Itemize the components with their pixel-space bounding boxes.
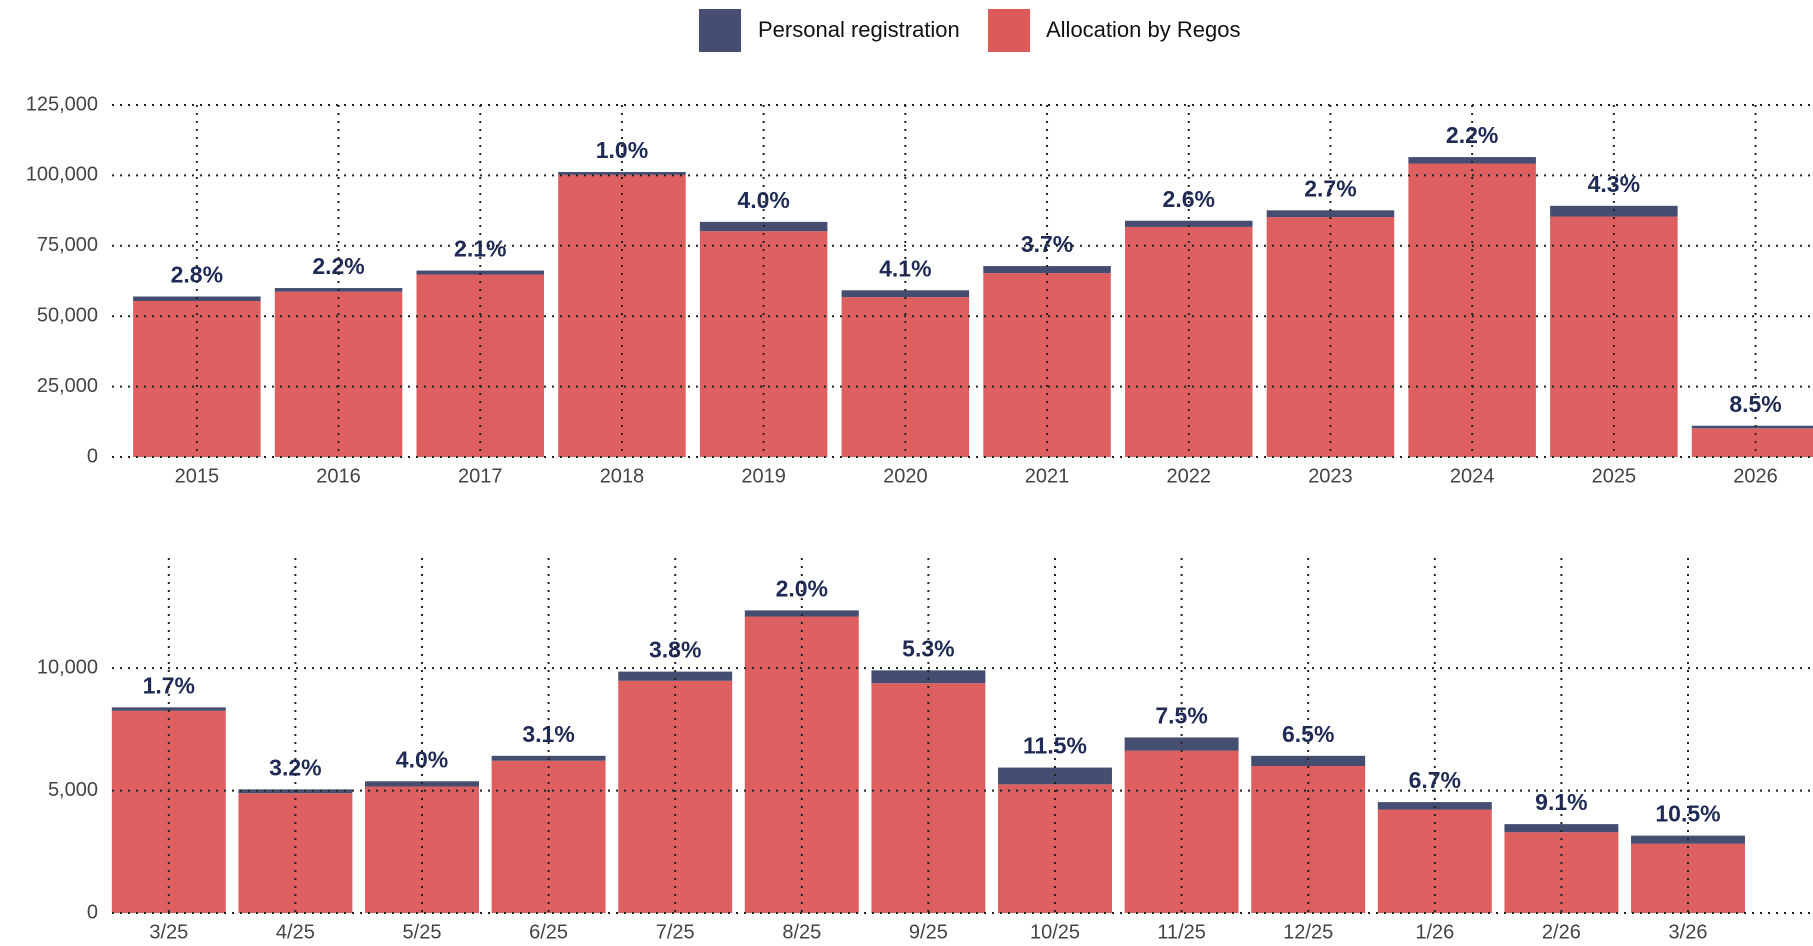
bar-segment bbox=[1408, 163, 1536, 457]
x-tick-label: 5/25 bbox=[403, 921, 442, 943]
bar-annotation: 4.1% bbox=[879, 255, 931, 281]
bar-annotation: 1.0% bbox=[596, 137, 648, 163]
bar-segment bbox=[1266, 210, 1395, 218]
x-tick-label: 2025 bbox=[1592, 465, 1637, 487]
y-tick-label: 0 bbox=[87, 445, 98, 467]
x-tick-label: 2023 bbox=[1308, 465, 1353, 487]
bar-annotation: 2.6% bbox=[1163, 186, 1215, 212]
x-tick-label: 6/25 bbox=[529, 921, 568, 943]
x-tick-label: 12/25 bbox=[1283, 921, 1333, 943]
x-tick-label: 8/25 bbox=[782, 921, 821, 943]
bar-segment bbox=[744, 610, 859, 617]
y-tick-label: 5,000 bbox=[48, 779, 98, 801]
bar-segment bbox=[1251, 755, 1366, 766]
bar-segment bbox=[1124, 226, 1253, 457]
bar-annotation: 6.7% bbox=[1409, 767, 1461, 793]
bar-segment bbox=[1408, 157, 1536, 164]
bar-segment bbox=[1124, 737, 1239, 751]
bar-segment bbox=[238, 793, 353, 913]
y-tick-label: 100,000 bbox=[26, 164, 98, 186]
bar-segment bbox=[1691, 428, 1813, 457]
y-tick-label: 125,000 bbox=[26, 93, 98, 115]
legend-label: Allocation by Regos bbox=[1046, 17, 1240, 42]
bar-segment bbox=[871, 670, 986, 684]
bar-annotation: 3.7% bbox=[1021, 231, 1073, 257]
bar-segment bbox=[1504, 824, 1619, 833]
bar-segment bbox=[111, 707, 226, 711]
x-tick-label: 2020 bbox=[883, 465, 928, 487]
bar-segment bbox=[1377, 802, 1492, 810]
x-tick-label: 2018 bbox=[600, 465, 645, 487]
bar-segment bbox=[416, 274, 545, 457]
bar-segment bbox=[1550, 216, 1678, 457]
bar-annotation: 9.1% bbox=[1535, 789, 1587, 815]
x-tick-label: 3/26 bbox=[1669, 921, 1708, 943]
y-tick-label: 0 bbox=[87, 901, 98, 923]
y-tick-label: 25,000 bbox=[37, 375, 98, 397]
x-tick-label: 4/25 bbox=[276, 921, 315, 943]
legend-label: Personal registration bbox=[758, 17, 960, 42]
x-tick-label: 2022 bbox=[1167, 465, 1212, 487]
x-tick-label: 2/26 bbox=[1542, 921, 1581, 943]
bar-segment bbox=[111, 710, 226, 913]
bar-annotation: 3.8% bbox=[649, 637, 701, 663]
x-tick-label: 2021 bbox=[1025, 465, 1070, 487]
legend-swatch bbox=[699, 9, 741, 52]
y-tick-label: 10,000 bbox=[37, 656, 98, 678]
bar-segment bbox=[618, 671, 733, 681]
bar-segment bbox=[841, 290, 970, 298]
x-tick-label: 10/25 bbox=[1030, 921, 1080, 943]
x-tick-label: 2016 bbox=[316, 465, 361, 487]
bar-segment bbox=[1504, 832, 1619, 913]
x-tick-label: 1/26 bbox=[1415, 921, 1454, 943]
bar-segment bbox=[1124, 220, 1253, 227]
bar-annotation: 11.5% bbox=[1023, 733, 1087, 759]
bar-segment bbox=[1550, 205, 1678, 217]
bar-segment bbox=[558, 172, 686, 175]
bar-segment bbox=[998, 784, 1112, 913]
x-tick-label: 2024 bbox=[1450, 465, 1495, 487]
x-tick-label: 11/25 bbox=[1157, 921, 1206, 943]
bar-annotation: 2.7% bbox=[1304, 175, 1356, 201]
x-tick-label: 2017 bbox=[458, 465, 503, 487]
x-tick-label: 2019 bbox=[741, 465, 786, 487]
legend-swatch bbox=[988, 9, 1030, 52]
bar-annotation: 7.5% bbox=[1155, 703, 1207, 729]
bar-segment bbox=[744, 616, 859, 913]
x-tick-label: 2015 bbox=[175, 465, 220, 487]
bar-annotation: 2.0% bbox=[776, 575, 828, 601]
bar-segment bbox=[1691, 425, 1813, 429]
bar-annotation: 8.5% bbox=[1729, 391, 1781, 417]
x-tick-label: 7/25 bbox=[656, 921, 695, 943]
bar-segment bbox=[416, 270, 545, 275]
bar-segment bbox=[274, 291, 403, 457]
x-tick-label: 9/25 bbox=[909, 921, 948, 943]
bar-segment bbox=[1377, 809, 1492, 913]
x-tick-label: 2026 bbox=[1733, 465, 1778, 487]
bar-annotation: 4.3% bbox=[1588, 171, 1640, 197]
bar-segment bbox=[983, 266, 1111, 274]
bar-segment bbox=[699, 231, 828, 457]
x-tick-label: 3/25 bbox=[149, 921, 188, 943]
bar-segment bbox=[983, 273, 1111, 457]
bar-annotation: 2.2% bbox=[1446, 122, 1498, 148]
bar-annotation: 4.0% bbox=[737, 187, 789, 213]
y-tick-label: 50,000 bbox=[37, 304, 98, 326]
y-tick-label: 75,000 bbox=[37, 234, 98, 256]
